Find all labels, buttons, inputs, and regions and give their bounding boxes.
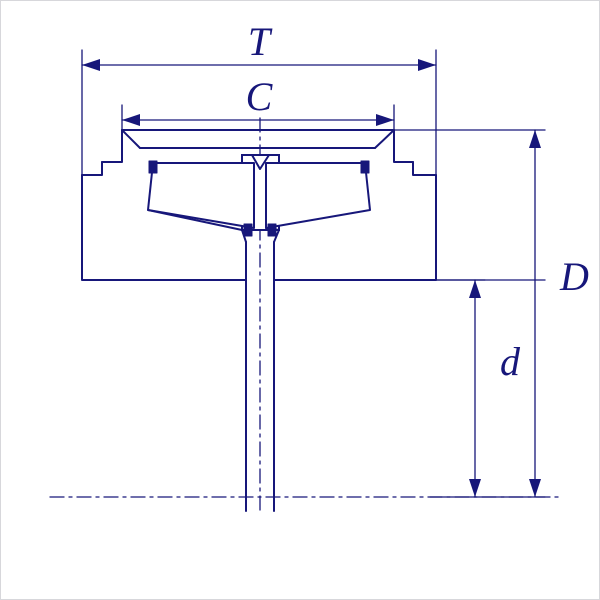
dim-label-C: C <box>246 74 274 119</box>
dim-label-D: D <box>559 254 589 299</box>
dim-label-d: d <box>500 339 521 384</box>
dim-label-T: T <box>248 19 273 64</box>
